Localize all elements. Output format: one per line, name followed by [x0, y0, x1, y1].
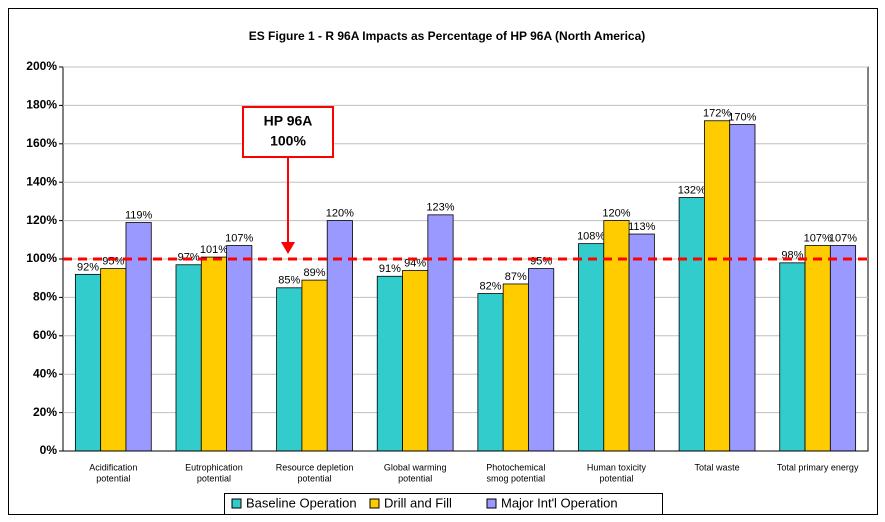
bar [402, 270, 429, 452]
bar [226, 245, 253, 452]
value-label: 113% [628, 221, 656, 233]
bar [477, 293, 504, 452]
legend-label: Major Int'l Operation [501, 495, 618, 510]
bar [125, 222, 152, 452]
value-label: 120% [602, 208, 630, 220]
chart-title: ES Figure 1 - R 96A Impacts as Percentag… [249, 29, 646, 43]
value-label: 89% [304, 267, 326, 279]
bar [628, 233, 655, 452]
bar [603, 220, 630, 452]
value-label: 107% [225, 232, 253, 244]
bar [779, 262, 806, 452]
legend-label: Baseline Operation [246, 495, 357, 510]
bar [276, 287, 303, 452]
value-label: 85% [278, 275, 300, 287]
x-tick-label: Global warming [384, 462, 447, 472]
bar [829, 245, 857, 452]
value-label: 119% [125, 209, 153, 221]
value-label: 91% [379, 263, 401, 275]
bar [502, 283, 529, 452]
bar [528, 268, 555, 452]
legend-box [224, 493, 663, 515]
x-tick-label: Total primary energy [777, 462, 859, 472]
y-tick-label: 0% [40, 443, 58, 457]
value-label: 95% [530, 256, 552, 268]
annotation-text: 100% [270, 133, 306, 149]
value-label: 107% [804, 232, 832, 244]
value-label: 170% [728, 112, 756, 124]
x-tick-label: Human toxicity [587, 462, 647, 472]
bar [200, 256, 227, 452]
value-label: 123% [426, 202, 454, 214]
y-tick-label: 120% [26, 213, 57, 227]
bar [326, 220, 353, 452]
annotation-arrowhead [281, 242, 295, 254]
bar [376, 275, 403, 452]
x-tick-label: Photochemical [486, 462, 545, 472]
legend-swatch [369, 498, 380, 509]
x-tick-label: Eutrophication [185, 462, 243, 472]
bar [301, 279, 328, 452]
x-tick-label: smog potential [487, 473, 546, 483]
y-tick-label: 20% [33, 405, 57, 419]
x-tick-label: potential [197, 473, 231, 483]
legend-label: Drill and Fill [384, 495, 452, 510]
x-tick-label: potential [96, 473, 130, 483]
value-label: 108% [577, 231, 605, 243]
y-tick-label: 180% [26, 98, 57, 112]
x-tick-label: Resource depletion [276, 462, 354, 472]
y-tick-label: 100% [26, 251, 57, 265]
legend-swatch [231, 498, 242, 509]
bar [74, 273, 102, 452]
y-tick-label: 140% [26, 174, 57, 188]
x-tick-label: potential [398, 473, 432, 483]
x-tick-label: potential [298, 473, 332, 483]
y-tick-label: 40% [33, 366, 57, 380]
x-tick-label: Acidification [89, 462, 137, 472]
x-tick-label: Total waste [695, 462, 740, 472]
value-label: 82% [479, 280, 501, 292]
y-tick-label: 160% [26, 136, 57, 150]
bar [729, 124, 756, 452]
y-tick-label: 200% [26, 59, 57, 73]
bar [704, 120, 731, 452]
bar [804, 245, 831, 452]
value-label: 107% [829, 232, 857, 244]
x-tick-label: potential [599, 473, 633, 483]
value-label: 87% [505, 271, 527, 283]
bar [427, 214, 454, 452]
bar [175, 264, 202, 452]
y-tick-label: 80% [33, 290, 57, 304]
annotation-text: HP 96A [264, 113, 313, 129]
value-label: 132% [678, 184, 706, 196]
value-label: 92% [77, 261, 99, 273]
value-label: 120% [326, 208, 354, 220]
bar [100, 268, 127, 452]
value-label: 101% [200, 244, 228, 256]
value-label: 172% [703, 108, 731, 120]
bar [678, 197, 705, 452]
bar [578, 243, 605, 452]
y-tick-label: 60% [33, 328, 57, 342]
legend-swatch [486, 498, 497, 509]
value-label: 95% [102, 256, 124, 268]
